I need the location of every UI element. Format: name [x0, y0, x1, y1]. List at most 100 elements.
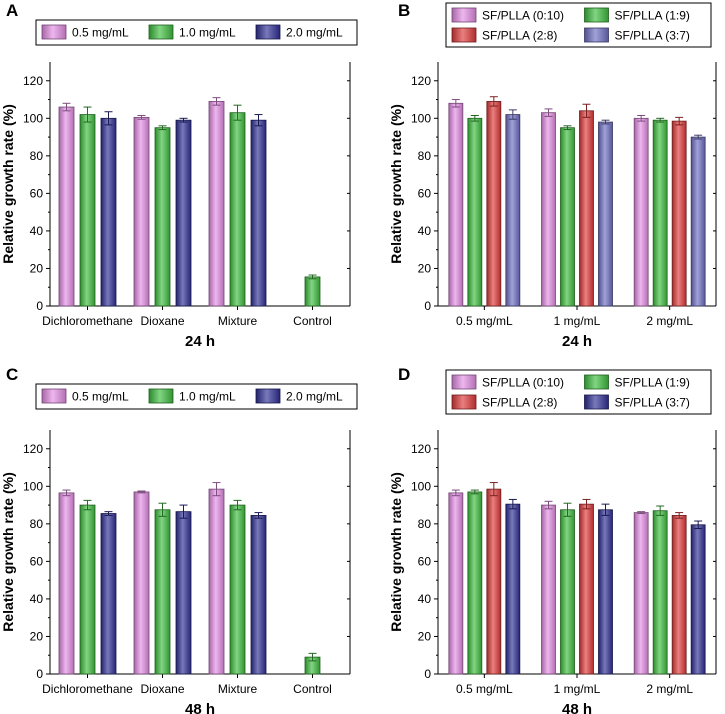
bar — [154, 127, 171, 307]
legend-label: 1.0 mg/mL — [179, 26, 236, 40]
bar — [175, 511, 192, 675]
x-tick-label: Control — [293, 682, 332, 696]
bar — [579, 110, 594, 307]
y-axis-label: Relative growth rate (%) — [0, 472, 16, 631]
bar — [250, 119, 267, 307]
bar — [541, 112, 556, 307]
bar — [598, 121, 613, 307]
bar — [79, 504, 96, 675]
legend-swatch — [451, 7, 477, 23]
legend: SF/PLLA (0:10) SF/PLLA (1:9) SF/PLLA (2:8)… — [445, 369, 712, 415]
legend-swatch — [255, 388, 281, 404]
panel-letter: A — [6, 1, 18, 20]
legend-swatch — [451, 27, 477, 43]
y-tick-label: 20 — [30, 261, 44, 275]
bar — [652, 510, 668, 675]
panel-letter: C — [6, 365, 18, 384]
bar — [229, 504, 246, 675]
x-tick-label: Dichloromethane — [42, 314, 133, 328]
legend-swatch — [584, 27, 609, 43]
bar — [154, 509, 171, 675]
y-tick-label: 100 — [411, 111, 431, 125]
x-tick-label: 2 mg/mL — [646, 314, 693, 328]
x-axis-label: 24 h — [185, 333, 215, 350]
x-tick-label: Dichloromethane — [42, 682, 133, 696]
y-tick-label: 120 — [23, 74, 43, 88]
y-tick-label: 120 — [411, 74, 431, 88]
x-tick-label: 0.5 mg/mL — [456, 682, 513, 696]
legend-swatch — [451, 374, 477, 390]
y-tick-label: 120 — [411, 442, 431, 456]
y-tick-label: 60 — [418, 186, 432, 200]
panel-letter: B — [398, 1, 410, 20]
legend: SF/PLLA (0:10) SF/PLLA (1:9) SF/PLLA (2:8)… — [445, 2, 712, 48]
x-tick-label: Mixture — [218, 314, 258, 328]
x-tick-label: Dioxane — [140, 682, 184, 696]
legend: 0.5 mg/mL 1.0 mg/mL 2.0 mg/mL — [35, 19, 358, 46]
y-tick-label: 20 — [418, 261, 432, 275]
legend-label: SF/PLLA (0:10) — [482, 9, 564, 23]
bar — [671, 120, 687, 307]
legend-swatch — [148, 24, 174, 40]
bar — [560, 127, 575, 307]
panel-letter: D — [398, 365, 410, 384]
y-axis-label: Relative growth rate (%) — [388, 104, 404, 263]
bar — [652, 119, 668, 307]
legend-swatch — [255, 24, 281, 40]
bar — [229, 112, 246, 307]
x-axis-label: 48 h — [185, 701, 215, 714]
legend-label: 0.5 mg/mL — [72, 26, 129, 40]
legend-label: SF/PLLA (3:7) — [615, 29, 690, 43]
legend-swatch — [148, 388, 174, 404]
bar — [486, 488, 502, 675]
x-axis-label: 24 h — [562, 333, 592, 350]
bar — [633, 512, 649, 675]
legend-box — [35, 383, 358, 410]
x-tick-label: Mixture — [218, 682, 258, 696]
bar — [250, 515, 267, 675]
bar — [671, 515, 687, 675]
bar — [175, 119, 192, 307]
chart-panel-b: B 0 20 40 60 80 100 120 Relative growth rate (%)… — [388, 1, 717, 350]
legend-label: SF/PLLA (1:9) — [615, 9, 690, 23]
bar — [79, 114, 96, 307]
legend-swatch — [584, 394, 609, 410]
y-tick-label: 0 — [36, 299, 43, 313]
legend-swatch — [451, 394, 477, 410]
bar — [467, 491, 483, 675]
y-tick-label: 40 — [418, 224, 432, 238]
legend-label: SF/PLLA (0:10) — [482, 376, 564, 390]
legend-box — [35, 19, 358, 46]
y-tick-label: 120 — [23, 442, 43, 456]
y-tick-label: 60 — [30, 554, 44, 568]
bar — [690, 136, 706, 307]
legend-box — [445, 369, 712, 415]
legend-label: SF/PLLA (2:8) — [482, 29, 557, 43]
x-tick-label: 0.5 mg/mL — [456, 314, 513, 328]
chart-panel-a: A 0 20 40 60 80 100 120 Relative growth rate (%)… — [0, 1, 358, 350]
y-tick-label: 40 — [418, 592, 432, 606]
legend-swatch — [41, 24, 67, 40]
y-tick-label: 80 — [418, 517, 432, 531]
bar — [560, 509, 575, 675]
bar — [505, 503, 521, 675]
bar — [690, 524, 706, 675]
legend-label: SF/PLLA (3:7) — [615, 396, 690, 410]
legend-swatch — [41, 388, 67, 404]
bar — [133, 491, 150, 675]
legend-label: SF/PLLA (2:8) — [482, 396, 557, 410]
y-tick-label: 0 — [424, 667, 431, 681]
bar — [505, 114, 521, 307]
x-tick-label: 2 mg/mL — [646, 682, 693, 696]
y-tick-label: 60 — [30, 186, 44, 200]
legend-swatch — [584, 7, 609, 23]
bar — [579, 503, 594, 675]
bar — [448, 102, 464, 307]
bar — [486, 101, 502, 307]
y-tick-label: 100 — [23, 111, 43, 125]
y-axis-label: Relative growth rate (%) — [0, 104, 16, 263]
legend-label: 0.5 mg/mL — [72, 390, 129, 404]
x-tick-label: 1 mg/mL — [554, 682, 601, 696]
bar — [598, 509, 613, 675]
